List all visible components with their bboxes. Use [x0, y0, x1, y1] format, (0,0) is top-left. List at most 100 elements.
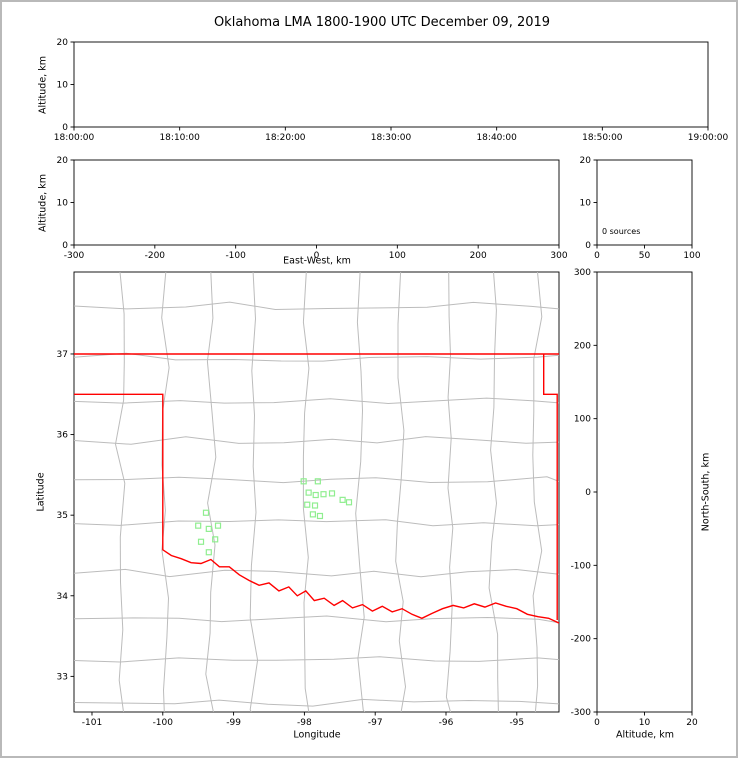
- county-line: [74, 352, 559, 362]
- panel-time-height: [73, 41, 709, 128]
- county-line: [161, 272, 170, 712]
- right-label-north-south: North-South, km: [700, 452, 712, 532]
- xlabel-longitude: Longitude: [293, 729, 341, 741]
- county-line: [114, 272, 126, 712]
- station-marker: [205, 549, 212, 556]
- y-tick-label: 0: [62, 123, 68, 133]
- station-marker: [339, 496, 346, 503]
- ylabel-latitude: Latitude: [35, 472, 47, 512]
- x-tick-label: 300: [550, 251, 567, 261]
- x-tick-label: 200: [470, 251, 487, 261]
- county-line: [74, 698, 559, 707]
- y-tick-label: 200: [574, 341, 591, 351]
- station-marker: [212, 536, 219, 543]
- y-tick-label: -200: [571, 635, 592, 645]
- x-tick-label: 50: [639, 251, 651, 261]
- county-line: [205, 272, 217, 712]
- x-tick-label: 18:00:00: [54, 133, 95, 143]
- county-line: [74, 476, 559, 484]
- y-tick-label: 10: [57, 81, 69, 91]
- y-tick-label: 36: [57, 431, 69, 441]
- county-line: [74, 615, 559, 624]
- station-marker: [195, 522, 202, 529]
- panel-ew-height: [73, 159, 560, 246]
- county-line: [532, 272, 543, 712]
- county-line: [395, 272, 407, 712]
- x-tick-label: -300: [64, 251, 85, 261]
- station-marker: [300, 478, 307, 485]
- xlabel-ns-altitude: Altitude, km: [616, 729, 674, 741]
- y-tick-label: 20: [57, 38, 69, 48]
- county-line: [488, 272, 499, 712]
- x-tick-label: 0: [594, 718, 600, 728]
- station-marker: [309, 511, 316, 518]
- station-marker: [316, 512, 324, 520]
- y-tick-label: 0: [585, 488, 591, 498]
- county-line: [74, 656, 559, 663]
- x-tick-label: 19:00:00: [688, 133, 729, 143]
- station-marker: [320, 491, 327, 498]
- y-tick-label: 33: [57, 672, 68, 682]
- x-tick-label: 100: [389, 251, 406, 261]
- x-tick-label: -97: [368, 718, 383, 728]
- state-border-line: [74, 393, 559, 624]
- y-tick-label: 35: [57, 511, 68, 521]
- sources-count-annotation: 0 sources: [602, 227, 641, 236]
- county-line: [74, 397, 559, 405]
- y-tick-label: 20: [580, 156, 592, 166]
- x-tick-label: 18:20:00: [265, 133, 306, 143]
- station-marker: [314, 478, 321, 485]
- x-tick-label: -96: [439, 718, 454, 728]
- x-tick-label: 0: [594, 251, 600, 261]
- state-border-line: [543, 354, 558, 620]
- x-tick-label: 0: [314, 251, 320, 261]
- x-tick-label: 18:30:00: [371, 133, 412, 143]
- y-tick-label: -300: [571, 708, 592, 718]
- x-tick-label: 18:10:00: [159, 133, 200, 143]
- y-tick-label: 20: [57, 156, 69, 166]
- station-marker: [311, 502, 319, 509]
- county-line: [74, 519, 559, 527]
- panel-ns-height: [596, 271, 693, 713]
- x-tick-label: 100: [683, 251, 700, 261]
- y-tick-label: 0: [62, 241, 68, 251]
- y-tick-label: -100: [571, 561, 592, 571]
- station-marker: [305, 489, 312, 496]
- county-line: [74, 568, 559, 578]
- y-tick-label: 34: [57, 592, 69, 602]
- ylabel-ew-height: Altitude, km: [37, 174, 49, 232]
- station-marker: [312, 491, 319, 499]
- y-tick-label: 37: [57, 350, 68, 360]
- x-tick-label: -100: [225, 251, 246, 261]
- county-line: [74, 301, 559, 311]
- station-marker: [205, 525, 212, 532]
- ylabel-time-height: Altitude, km: [37, 56, 49, 114]
- x-tick-label: 10: [639, 718, 651, 728]
- x-tick-label: -200: [145, 251, 166, 261]
- x-tick-label: 20: [686, 718, 698, 728]
- county-line: [302, 272, 310, 712]
- xlabel-ew-height: East-West, km: [283, 255, 351, 267]
- x-tick-label: -95: [509, 718, 524, 728]
- x-tick-label: 18:40:00: [476, 133, 517, 143]
- y-tick-label: 100: [574, 415, 591, 425]
- station-marker: [345, 499, 353, 506]
- x-tick-label: -100: [153, 718, 174, 728]
- x-tick-label: -101: [82, 718, 102, 728]
- county-line: [445, 272, 454, 712]
- y-tick-label: 10: [57, 199, 69, 209]
- map-content: [74, 272, 559, 712]
- county-line: [74, 436, 559, 445]
- x-tick-label: -99: [226, 718, 241, 728]
- station-marker: [197, 538, 205, 545]
- x-tick-label: 18:50:00: [582, 133, 623, 143]
- y-tick-label: 300: [574, 268, 591, 278]
- county-line: [355, 272, 366, 712]
- station-marker: [214, 522, 222, 529]
- station-marker: [202, 509, 210, 516]
- plot-title: Oklahoma LMA 1800-1900 UTC December 09, …: [213, 15, 551, 30]
- x-tick-label: -98: [297, 718, 312, 728]
- station-marker: [304, 501, 311, 508]
